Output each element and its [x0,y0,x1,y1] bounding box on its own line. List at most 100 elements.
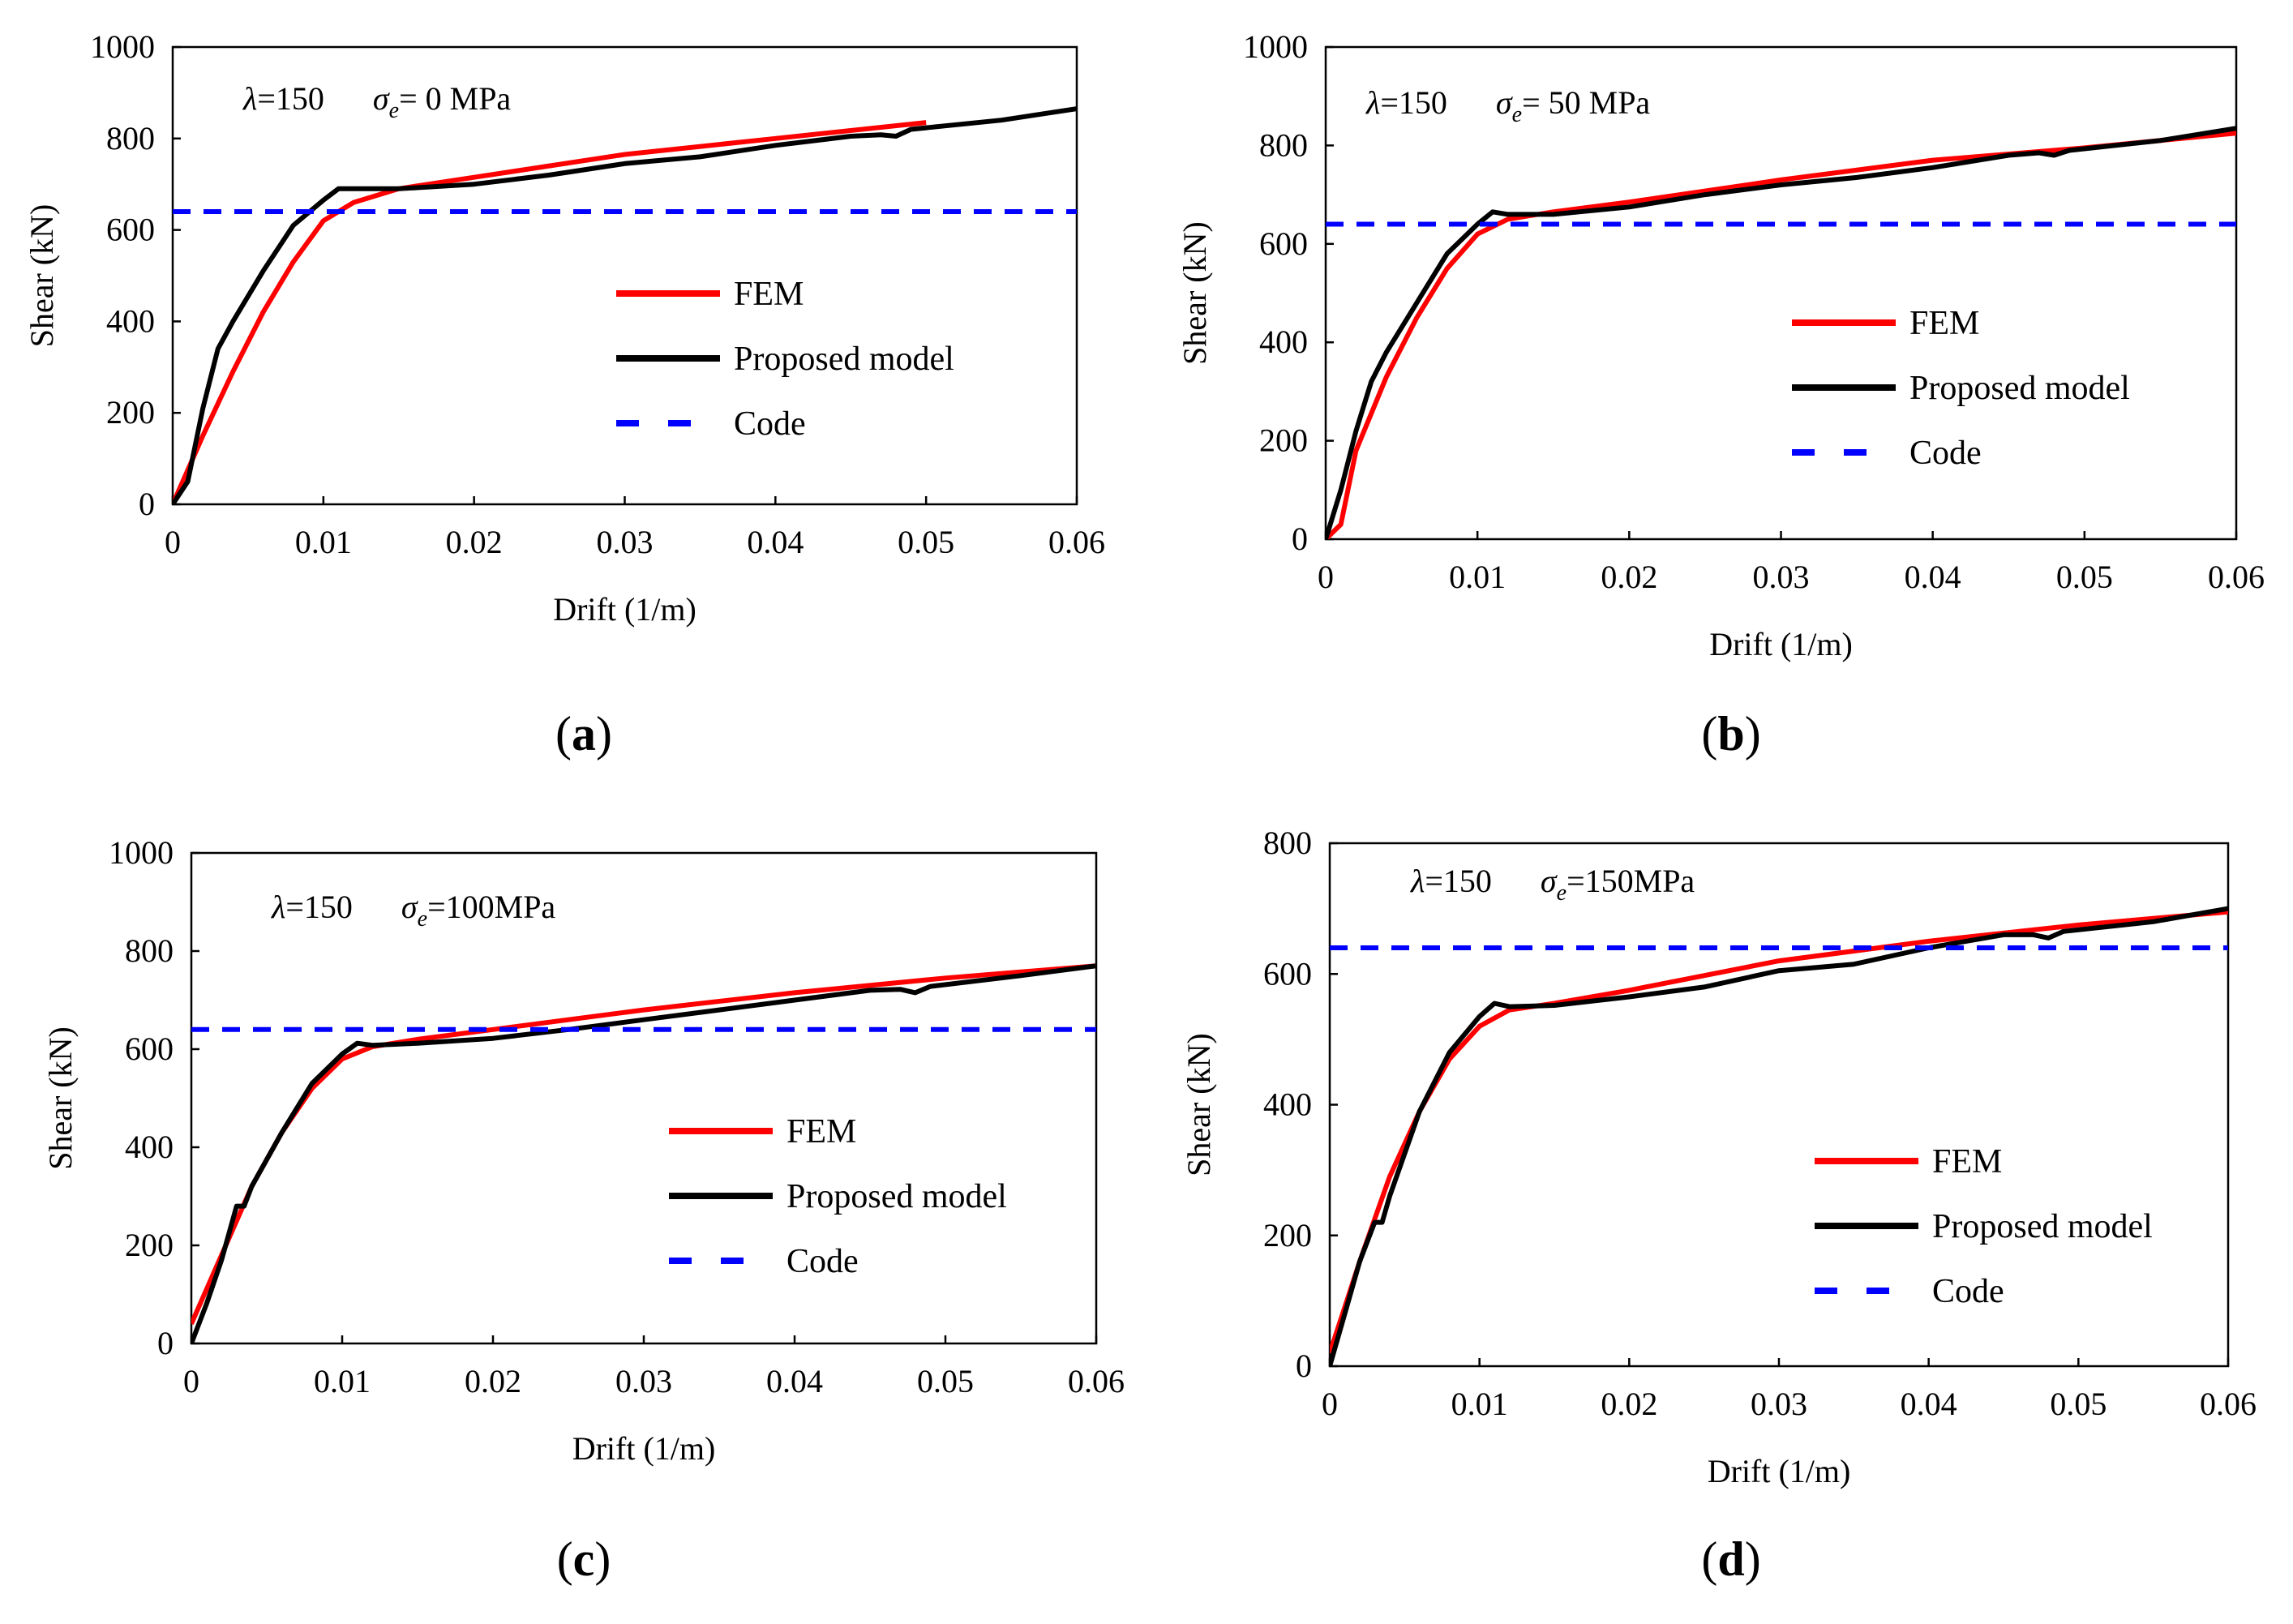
sigma-symbol: σ [1541,863,1558,899]
y-tick-label: 400 [1259,324,1308,360]
panel-label-letter: a [572,707,596,761]
series-line-proposed-model [1330,906,2228,1366]
y-tick-label: 200 [106,394,155,431]
y-tick-label: 800 [106,120,155,156]
x-tick-label: 0 [165,524,181,560]
x-tick-label: 0.05 [2056,559,2113,595]
y-tick-label: 600 [125,1031,174,1067]
x-tick-label: 0.01 [295,524,352,560]
lambda-value: =150 [285,889,401,925]
x-tick-label: 0.05 [898,524,954,560]
legend-label: Proposed model [786,1178,1007,1215]
x-tick-label: 0.01 [314,1363,371,1399]
y-tick-label: 600 [1263,955,1312,992]
panel-label-letter: b [1717,707,1744,761]
sigma-symbol: σ [1496,84,1513,121]
parameter-annotation: λ=150 σe=100MPa [271,889,555,932]
y-axis-label: Shear (kN) [42,1026,79,1170]
sigma-value: = 50 MPa [1522,84,1650,121]
y-tick-label: 800 [1259,126,1308,163]
y-tick-label: 600 [1259,225,1308,262]
y-tick-label: 400 [1263,1086,1312,1123]
x-tick-label: 0.01 [1449,559,1506,595]
lambda-value: =150 [1425,863,1541,899]
y-tick-label: 400 [125,1129,174,1165]
y-tick-label: 0 [157,1325,174,1361]
lambda-symbol: λ [1410,863,1425,899]
sigma-value: = 0 MPa [399,80,511,117]
series-line-fem [1330,909,2228,1354]
sigma-value: =100MPa [427,889,555,925]
y-axis-label: Shear (kN) [24,204,60,348]
x-tick-label: 0.05 [917,1363,974,1399]
x-tick-label: 0.06 [1068,1363,1125,1399]
legend-label: FEM [734,276,804,313]
series-line-fem [173,120,927,504]
sigma-symbol: σ [401,889,418,925]
series-group [1330,906,2228,1366]
x-tick-label: 0.02 [1601,1386,1657,1422]
x-tick-label: 0 [183,1363,199,1399]
panel-label: (b) [1701,707,1760,761]
legend-label: Code [1932,1273,2004,1310]
sigma-subscript: e [418,906,427,932]
panel-label: (d) [1701,1532,1760,1586]
chart-panel-c: 0 200 400 600 800 1000 0 0.01 0.02 0.03 0.04 0.05 0.… [42,834,1125,1586]
lambda-value: =150 [1380,84,1496,121]
y-axis-label: Shear (kN) [1177,221,1213,365]
y-tick-label: 200 [125,1227,174,1263]
y-tick-label: 0 [1296,1348,1312,1384]
sigma-subscript: e [1557,881,1567,906]
parameter-annotation: λ=150 σe= 0 MPa [242,80,511,123]
legend-label: Proposed model [734,341,954,378]
legend-label: Code [1909,435,1982,472]
y-tick-label: 800 [1263,825,1312,861]
panel-label-close: ) [596,707,612,761]
legend-label: Code [786,1243,859,1280]
y-axis-label: Shear (kN) [1181,1033,1217,1176]
x-tick-label: 0.03 [597,524,654,560]
sigma-symbol: σ [373,80,390,117]
panel-label-open: ( [1701,707,1717,761]
legend-label: FEM [786,1113,856,1151]
x-axis-label: Drift (1/m) [1708,1453,1851,1489]
legend-label: Proposed model [1909,370,2130,407]
y-tick-label: 600 [106,212,155,248]
lambda-symbol: λ [1365,84,1380,121]
sigma-value: =150MPa [1567,863,1695,899]
x-tick-label: 0.06 [1048,524,1105,560]
y-tick-label: 1000 [90,28,155,65]
x-tick-label: 0.04 [766,1363,823,1399]
panel-label-letter: d [1717,1532,1744,1586]
x-tick-label: 0.02 [446,524,503,560]
panel-label-letter: c [573,1532,595,1586]
series-line-proposed-model [1326,126,2236,539]
x-tick-label: 0.02 [1601,559,1657,595]
x-tick-label: 0.04 [1901,1386,1957,1422]
x-tick-label: 0.02 [465,1363,521,1399]
legend-label: Code [734,405,806,443]
panel-label-open: ( [557,1532,573,1586]
legend-label: Proposed model [1932,1208,2153,1245]
sigma-subscript: e [1512,102,1522,127]
y-tick-label: 1000 [1243,28,1308,65]
series-group [1326,126,2236,539]
legend-label: FEM [1909,305,1979,342]
x-tick-label: 0.06 [2200,1386,2257,1422]
panel-label-open: ( [555,707,572,761]
x-tick-label: 0.01 [1451,1386,1508,1422]
series-line-proposed-model [191,963,1096,1343]
y-tick-label: 200 [1259,422,1308,459]
panel-label-close: ) [594,1532,611,1586]
parameter-annotation: λ=150 σe=150MPa [1410,863,1695,906]
panel-label-close: ) [1745,707,1761,761]
panel-label: (c) [557,1532,611,1586]
x-tick-label: 0.03 [1751,1386,1807,1422]
plot-frame [1324,45,2238,541]
legend-label: FEM [1932,1143,2002,1181]
panel-label-open: ( [1701,1532,1717,1586]
panel-label: (a) [555,707,612,761]
plot-frame [190,851,1098,1345]
x-tick-label: 0.05 [2050,1386,2107,1422]
